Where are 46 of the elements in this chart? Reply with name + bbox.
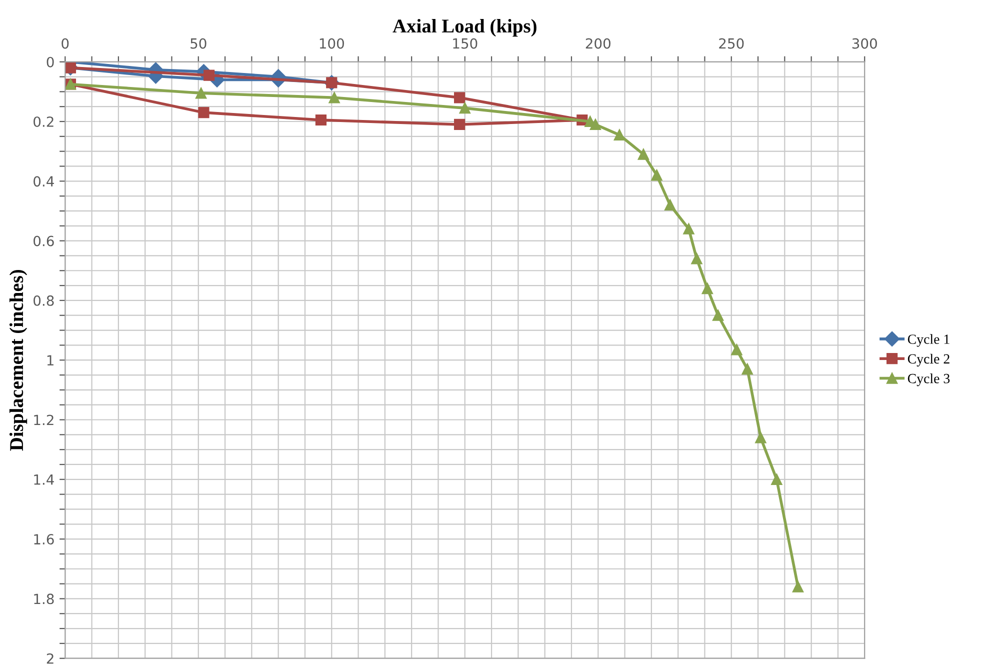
- point: [702, 282, 713, 294]
- x-tick-label: 50: [190, 38, 206, 49]
- y-tick-label: 2: [46, 653, 54, 664]
- point: [651, 170, 662, 181]
- point: [792, 581, 804, 592]
- point: [195, 88, 207, 99]
- y-tick-label: 1.4: [34, 474, 54, 485]
- x-tick-label: 200: [586, 38, 610, 49]
- x-tick-label: 150: [453, 38, 478, 49]
- point: [590, 118, 602, 130]
- point: [742, 363, 753, 375]
- y-tick-label: 1: [47, 355, 54, 366]
- x-tick-label: 0: [62, 38, 69, 49]
- y-tick-label: 1.6: [34, 534, 54, 545]
- y-tick-label: 0.2: [34, 116, 54, 127]
- legend-label: Cycle 3: [908, 373, 950, 386]
- point: [614, 129, 625, 140]
- point: [755, 432, 766, 444]
- x-tick-label: 250: [719, 38, 744, 49]
- point: [712, 310, 724, 321]
- x-tick-label: 300: [852, 38, 877, 49]
- point: [771, 474, 782, 485]
- y-axis-title: Displacement (inches): [9, 270, 28, 451]
- legend-label: Cycle 1: [908, 334, 950, 347]
- y-tick-label: 1.2: [34, 414, 54, 426]
- point: [459, 102, 470, 114]
- point: [691, 253, 702, 264]
- y-tick-label: 0.4: [34, 176, 54, 187]
- x-axis-title: Axial Load (kips): [392, 18, 536, 37]
- point: [198, 106, 210, 118]
- point: [315, 114, 327, 126]
- point: [683, 223, 694, 234]
- legend-label: Cycle 2: [908, 354, 950, 366]
- y-tick-label: 0.8: [34, 295, 54, 306]
- y-tick-label: 1.8: [34, 594, 54, 604]
- point: [454, 118, 466, 130]
- point: [664, 199, 676, 211]
- y-tick-label: 0.6: [34, 236, 54, 246]
- point: [638, 148, 649, 160]
- point: [328, 92, 340, 104]
- x-tick-label: 100: [320, 38, 344, 49]
- y-tick-label: 0: [46, 56, 54, 68]
- point: [203, 70, 215, 81]
- point: [65, 62, 76, 74]
- point: [454, 92, 466, 104]
- point: [731, 344, 742, 356]
